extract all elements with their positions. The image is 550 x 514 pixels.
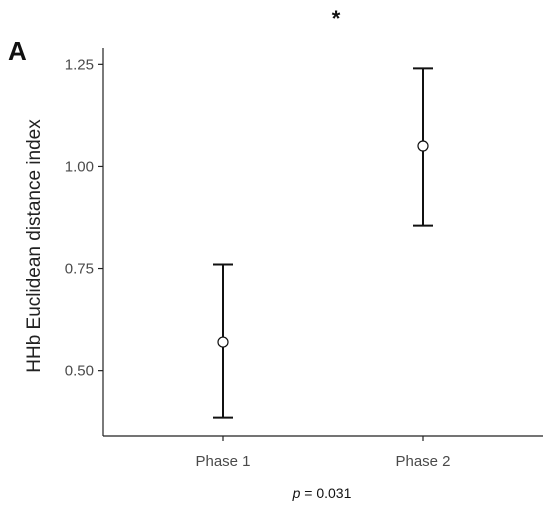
significance-marker: *	[332, 6, 341, 31]
y-axis-label: HHb Euclidean distance index	[24, 119, 45, 373]
y-tick-label: 1.00	[65, 158, 94, 175]
x-tick-label: Phase 1	[195, 453, 250, 470]
data-marks	[213, 67, 433, 419]
y-tick-label: 1.25	[65, 56, 94, 73]
p-value: = 0.031	[300, 485, 351, 501]
p-value-label: p = 0.031	[292, 485, 352, 501]
mean-point	[217, 336, 229, 348]
p-symbol: p	[292, 485, 301, 501]
y-ticks: 0.50 0.75 1.00 1.25	[65, 56, 103, 380]
x-tick-label: Phase 2	[395, 453, 450, 470]
y-tick-label: 0.75	[65, 261, 94, 278]
mean-point	[417, 140, 429, 152]
panel-label: A	[8, 36, 27, 66]
y-tick-label: 0.50	[65, 363, 94, 380]
x-ticks: Phase 1 Phase 2	[195, 436, 451, 470]
